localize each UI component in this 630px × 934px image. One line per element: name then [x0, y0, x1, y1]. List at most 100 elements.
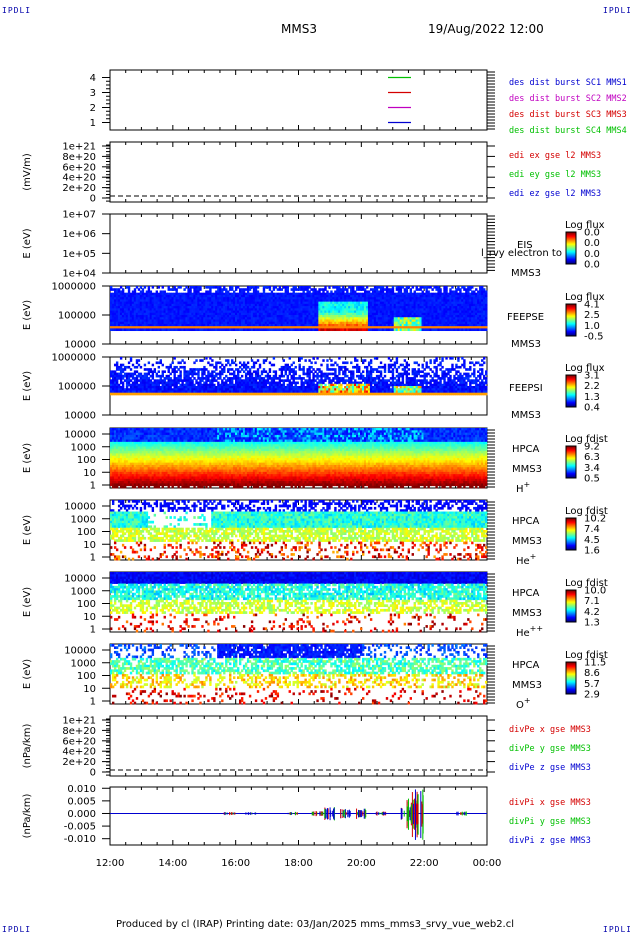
hpca-he-ytick-label: 1	[90, 553, 96, 564]
hpca-o-ylabel: E (eV)	[22, 659, 33, 689]
burst-legend-4: des dist burst SC4 MMS4	[509, 126, 627, 136]
eis-ytick-label: 1e+06	[62, 229, 96, 240]
hpca-he-instrument-label: HPCA	[512, 516, 540, 527]
hpca-o-colorbar-swatch	[566, 669, 576, 671]
divpe-legend-2: divPe y gse MMS3	[509, 744, 591, 754]
hpca-o-colorbar-swatch	[566, 670, 576, 672]
burst-legend-1: des dist burst SC1 MMS1	[509, 78, 627, 88]
feepsi-ylabel: E (eV)	[22, 371, 33, 401]
feepsi-colorbar-tick: 0.4	[584, 403, 600, 414]
hpca-o-colorbar-swatch	[566, 667, 576, 669]
hpca-hepp-colorbar-swatch	[566, 590, 576, 592]
hpca-h-ytick-label: 10000	[64, 430, 96, 441]
eis-colorbar-swatch	[566, 255, 576, 257]
feepsi-ytick-label: 1000000	[51, 353, 96, 364]
eis-colorbar-swatch	[566, 259, 576, 261]
eis-colorbar-swatch	[566, 242, 576, 244]
feepse-colorbar-swatch	[566, 315, 576, 317]
hpca-h-colorbar-swatch	[566, 465, 576, 467]
hpca-hepp-colorbar-tick: 4.2	[584, 607, 600, 618]
eis-frame	[109, 213, 488, 274]
eis-colorbar-title: Log flux	[565, 220, 605, 231]
hpca-h-colorbar-swatch	[566, 467, 576, 469]
eis-ytick-label: 1e+07	[62, 210, 96, 221]
hpca-h-instrument-label: HPCA	[512, 444, 540, 455]
hpca-o-colorbar-swatch	[566, 692, 576, 694]
hpca-he-ytick-label: 10	[83, 540, 96, 551]
hpca-hepp-colorbar-tick: 1.3	[584, 618, 600, 629]
edi-ytick-label: 4e+20	[62, 173, 96, 184]
feepse-colorbar-swatch	[566, 311, 576, 313]
hpca-hepp-instrument-label: HPCA	[512, 588, 540, 599]
feepse-colorbar-swatch	[566, 306, 576, 308]
edi-legend-1: edi ex gse l2 MMS3	[509, 151, 601, 161]
hpca-h-ytick-label: 1	[90, 481, 96, 492]
hpca-o-colorbar-swatch	[566, 686, 576, 688]
feepsi-colorbar-swatch	[566, 380, 576, 382]
burst-legend-2: des dist burst SC2 MMS2	[509, 94, 627, 104]
hpca-hepp-colorbar-frame	[565, 589, 577, 623]
edi-ytick-label: 6e+20	[62, 162, 96, 173]
eis-overlay-text: l_rvy electron to	[481, 248, 562, 259]
feepsi-colorbar-swatch	[566, 393, 576, 395]
eis-colorbar-swatch	[566, 234, 576, 236]
hpca-he-colorbar-title: Log fdist	[565, 506, 608, 517]
hpca-h-colorbar-swatch	[566, 473, 576, 475]
hpca-h-colorbar-swatch	[566, 466, 576, 468]
hpca-o-colorbar-swatch	[566, 675, 576, 677]
hpca-h-mms-label: MMS3	[512, 464, 542, 475]
hpca-hepp-colorbar-swatch	[566, 592, 576, 594]
hpca-hepp-colorbar-tick: 7.1	[584, 596, 600, 607]
hpca-h-colorbar-tick: 9.2	[584, 442, 600, 453]
divpe-ytick-label: 4e+20	[62, 747, 96, 758]
hpca-hepp-colorbar-swatch	[566, 596, 576, 598]
hpca-he-colorbar-swatch	[566, 545, 576, 547]
eis-ytick-label: 1e+05	[62, 249, 96, 260]
hpca-hepp-ytick-label: 1	[90, 625, 96, 636]
hpca-hepp-colorbar-swatch	[566, 612, 576, 614]
hpca-he-colorbar-tick: 4.5	[584, 535, 600, 546]
hpca-o-colorbar-swatch	[566, 663, 576, 665]
eis-colorbar-swatch	[566, 256, 576, 258]
eis-colorbar-swatch	[566, 257, 576, 259]
divpi-legend-1: divPi x gse MMS3	[509, 798, 591, 808]
hpca-hepp-colorbar-swatch	[566, 617, 576, 619]
feepsi-colorbar-swatch	[566, 385, 576, 387]
feepse-colorbar-swatch	[566, 323, 576, 325]
feepsi-colorbar-swatch	[566, 403, 576, 405]
hpca-o-colorbar-swatch	[566, 662, 576, 664]
hpca-o-colorbar-title: Log fdist	[565, 650, 608, 661]
feepse-mms-label: MMS3	[511, 339, 541, 350]
eis-ytick-label: 1e+04	[62, 269, 96, 280]
hpca-o-colorbar-swatch	[566, 680, 576, 682]
hpca-hepp-colorbar-swatch	[566, 599, 576, 601]
hpca-o-colorbar-swatch	[566, 666, 576, 668]
feepse-ylabel: E (eV)	[22, 300, 33, 330]
hpca-hepp-species-label: He++	[516, 624, 543, 639]
hpca-h-colorbar-swatch	[566, 457, 576, 459]
edi-frame	[109, 141, 488, 203]
hpca-he-ytick-label: 1000	[71, 514, 96, 525]
hpca-h-colorbar-swatch	[566, 463, 576, 465]
eis-colorbar-tick: 0.0	[584, 260, 600, 271]
hpca-he-colorbar-swatch	[566, 537, 576, 539]
feepsi-colorbar-swatch	[566, 383, 576, 385]
hpca-h-ytick-label: 1000	[71, 442, 96, 453]
hpca-o-colorbar-frame	[565, 661, 577, 695]
eis-colorbar-tick: 0.0	[584, 228, 600, 239]
hpca-h-colorbar-swatch	[566, 460, 576, 462]
hpca-o-colorbar-swatch	[566, 685, 576, 687]
hpca-hepp-colorbar-swatch	[566, 601, 576, 603]
hpca-h-colorbar-tick: 0.5	[584, 474, 600, 485]
feepse-colorbar-tick: 1.0	[584, 321, 600, 332]
eis-colorbar-swatch	[566, 241, 576, 243]
hpca-hepp-colorbar-swatch	[566, 591, 576, 593]
hpca-hepp-colorbar-swatch	[566, 602, 576, 604]
hpca-he-colorbar-swatch	[566, 524, 576, 526]
hpca-o-instrument-label: HPCA	[512, 660, 540, 671]
eis-colorbar-swatch	[566, 245, 576, 247]
feepse-colorbar-swatch	[566, 309, 576, 311]
hpca-he-colorbar-swatch	[566, 541, 576, 543]
time-axis-label: 12:00	[96, 858, 125, 869]
